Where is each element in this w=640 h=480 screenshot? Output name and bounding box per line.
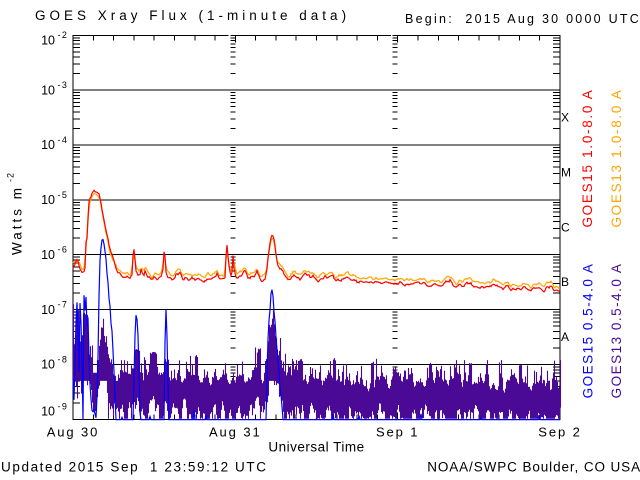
svg-text:10: 10 — [41, 33, 55, 47]
svg-text:-5: -5 — [58, 190, 69, 200]
svg-text:Sep 2: Sep 2 — [538, 425, 581, 440]
svg-text:GOES Xray Flux (1-minute data): GOES Xray Flux (1-minute data) — [35, 8, 350, 23]
svg-text:10: 10 — [41, 405, 55, 419]
svg-text:-8: -8 — [58, 354, 69, 364]
svg-text:Aug 31: Aug 31 — [209, 425, 262, 440]
svg-text:C: C — [561, 220, 570, 234]
svg-text:GOES13 1.0-8.0 A: GOES13 1.0-8.0 A — [609, 88, 624, 227]
svg-text:GOES13 0.5-4.0 A: GOES13 0.5-4.0 A — [609, 263, 624, 399]
svg-text:10: 10 — [41, 83, 55, 97]
svg-text:Begin: 2015 Aug 30 0000 UTC: Begin: 2015 Aug 30 0000 UTC — [405, 12, 640, 26]
svg-text:-3: -3 — [58, 80, 69, 90]
svg-text:-7: -7 — [58, 300, 69, 310]
svg-text:10: 10 — [41, 358, 55, 372]
svg-text:GOES15 1.0-8.0 A: GOES15 1.0-8.0 A — [580, 88, 595, 227]
svg-text:Watts m: Watts m — [10, 185, 25, 255]
svg-text:M: M — [561, 165, 571, 179]
svg-text:Aug 30: Aug 30 — [47, 425, 100, 440]
svg-text:10: 10 — [41, 303, 55, 317]
svg-text:10: 10 — [41, 248, 55, 262]
svg-text:Universal Time: Universal Time — [268, 439, 364, 454]
svg-text:-4: -4 — [58, 135, 69, 145]
svg-text:-2: -2 — [6, 172, 16, 182]
svg-text:GOES15 0.5-4.0 A: GOES15 0.5-4.0 A — [581, 263, 596, 399]
svg-text:B: B — [561, 275, 569, 289]
svg-text:Updated 2015 Sep 1 23:59:12 U: Updated 2015 Sep 1 23:59:12 UTC — [1, 460, 268, 475]
svg-text:NOAA/SWPC Boulder, CO USA: NOAA/SWPC Boulder, CO USA — [427, 460, 640, 475]
svg-text:10: 10 — [41, 193, 55, 207]
svg-text:Sep 1: Sep 1 — [376, 425, 419, 440]
svg-text:X: X — [561, 111, 569, 125]
svg-text:10: 10 — [41, 138, 55, 152]
svg-text:-9: -9 — [58, 401, 69, 411]
svg-text:A: A — [561, 330, 569, 344]
svg-text:-6: -6 — [58, 245, 69, 255]
svg-text:-2: -2 — [58, 30, 69, 40]
